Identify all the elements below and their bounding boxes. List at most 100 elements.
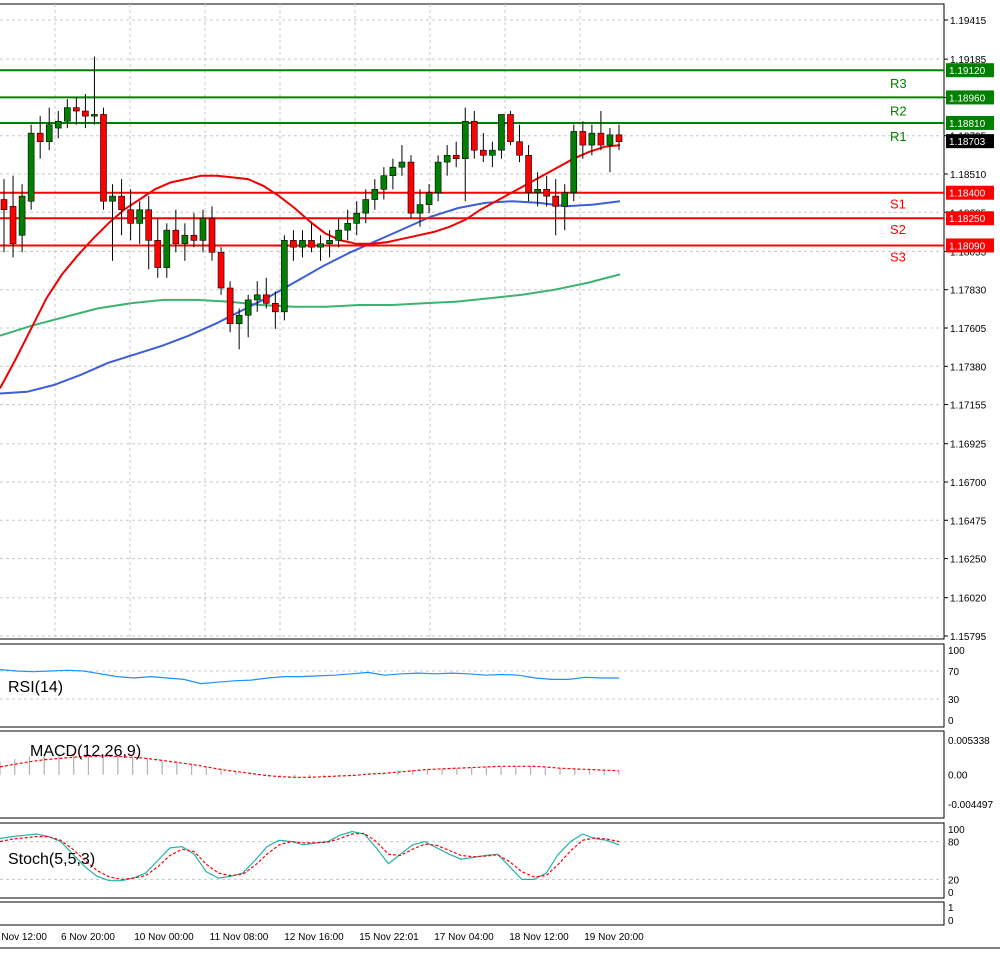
macd-tick-label: -0.004497 [948, 800, 993, 811]
macd-signal-line [0, 755, 620, 778]
level-label-s2: S2 [890, 222, 906, 237]
candle-body [398, 161, 406, 168]
price-tick-label: 1.17155 [950, 401, 987, 412]
candle-body [615, 134, 623, 142]
candle-body [253, 294, 261, 301]
macd-tick-label: 0.005338 [948, 736, 990, 747]
candle-body [290, 240, 297, 248]
level-label-r1: R1 [890, 129, 907, 144]
current-price-text: 1.18703 [949, 137, 986, 148]
candle-body [54, 120, 62, 129]
price-tick-label: 1.16925 [950, 440, 987, 451]
ma-blue-line [0, 200, 621, 395]
candle-body [597, 132, 605, 146]
level-price-badge [946, 115, 994, 130]
candle-body [18, 195, 26, 236]
price-tick-label: 1.16700 [950, 478, 987, 489]
time-tick-label: 19 Nov 20:00 [584, 932, 644, 943]
stoch-label: Stoch(5,5,3) [8, 851, 95, 868]
candle-body [344, 223, 351, 231]
candle-body [389, 166, 397, 177]
candle-body [489, 149, 496, 156]
time-tick-label: 18 Nov 12:00 [509, 932, 569, 943]
candle-body [45, 124, 53, 142]
candle-body [570, 131, 578, 194]
candle-body [543, 189, 550, 197]
stoch-signal-line [0, 832, 620, 881]
candle-body [118, 195, 125, 211]
candle-body [181, 234, 189, 245]
candle-body [362, 199, 370, 214]
panel-frame-4 [0, 901, 945, 926]
candle-body [109, 195, 116, 202]
candle-body [588, 132, 596, 146]
rsi-tick-label: 30 [948, 695, 960, 706]
candle-body [507, 114, 514, 142]
stoch-main-line [0, 830, 620, 882]
candle-body [244, 299, 252, 316]
candle-body [127, 209, 134, 224]
panel-frame-1 [0, 643, 945, 728]
candle-body [371, 189, 379, 200]
bottom-panel-tick-label: 0 [948, 916, 954, 927]
candle-body [317, 243, 324, 248]
candle-body [443, 154, 451, 163]
level-price-badge [946, 63, 994, 78]
stoch-tick-label: 20 [948, 875, 960, 886]
price-tick-label: 1.17380 [950, 362, 987, 373]
level-label-r2: R2 [890, 103, 907, 118]
candle-body [353, 212, 361, 224]
time-tick-label: 15 Nov 22:01 [359, 932, 419, 943]
level-label-r3: R3 [890, 76, 907, 91]
level-price-text: 1.18400 [949, 189, 986, 200]
candle-body [154, 240, 162, 268]
price-tick-label: 1.15795 [950, 632, 987, 643]
candle-body [480, 149, 487, 156]
candle-body [425, 192, 433, 205]
candle-body [9, 206, 17, 245]
candle-body [262, 294, 270, 304]
price-tick-label: 1.18055 [950, 247, 987, 258]
candle-body [82, 110, 89, 117]
price-tick-label: 1.16020 [950, 594, 987, 605]
rsi-tick-label: 100 [948, 646, 965, 657]
level-label-s3: S3 [890, 249, 906, 264]
candle-body [217, 251, 225, 289]
level-price-badge [946, 90, 994, 105]
level-price-text: 1.18090 [949, 241, 986, 252]
candle-body [27, 132, 35, 202]
bottom-panel-tick-label: 1 [948, 903, 954, 914]
candle-body [0, 199, 8, 211]
rsi-tick-label: 70 [948, 667, 960, 678]
candle-body [235, 314, 243, 325]
candle-body [272, 303, 279, 313]
level-label-s1: S1 [890, 197, 906, 212]
time-tick-label: 6 Nov 20:00 [61, 932, 115, 943]
candle-body [407, 161, 415, 214]
level-price-text: 1.19120 [949, 66, 986, 77]
candle-body [73, 107, 80, 112]
candle-body [461, 120, 469, 159]
time-tick-label: 17 Nov 04:00 [434, 932, 494, 943]
candle-body [470, 120, 478, 151]
rsi-line [0, 669, 619, 685]
candle-body [498, 114, 505, 151]
candle-body [434, 161, 442, 194]
level-price-badge [946, 185, 994, 200]
rsi-tick-label: 0 [948, 716, 954, 727]
panel-frame-0 [0, 3, 945, 640]
candle-body [579, 131, 587, 146]
candle-body [208, 217, 216, 253]
candle-body [199, 217, 207, 241]
candle-body [308, 240, 315, 248]
ma-red-line [0, 144, 621, 389]
price-tick-label: 1.17830 [950, 286, 987, 297]
candle-body [145, 209, 153, 241]
candle-body [36, 132, 44, 142]
price-tick-label: 1.16250 [950, 555, 987, 566]
price-tick-label: 1.16475 [950, 516, 987, 527]
candle-body [416, 204, 424, 214]
price-tick-label: 1.19185 [950, 55, 987, 66]
candle-body [380, 175, 388, 190]
